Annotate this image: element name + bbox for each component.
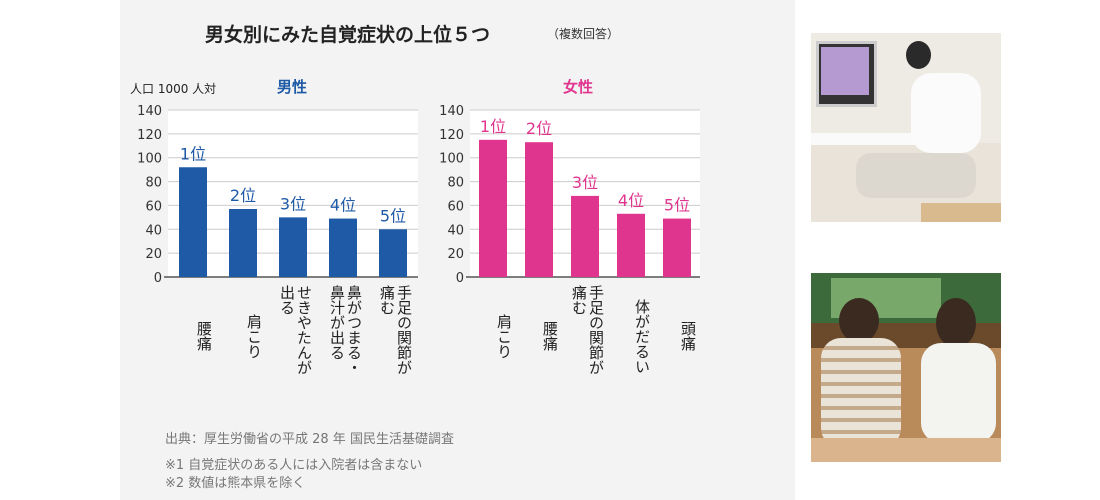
rank-label: 3位 xyxy=(572,173,598,192)
y-tick-label: 120 xyxy=(439,128,464,143)
bar xyxy=(379,229,407,277)
x-tick-label: 手足の関節が痛む xyxy=(378,285,413,375)
y-tick-label: 140 xyxy=(439,104,464,119)
x-tick-label: 腰痛 xyxy=(195,321,213,351)
rank-label: 2位 xyxy=(230,186,256,205)
y-tick-label: 80 xyxy=(447,176,464,191)
y-tick-label: 20 xyxy=(145,247,162,262)
x-tick-label: 手足の関節が痛む xyxy=(570,285,605,375)
x-tick-label: 肩こり xyxy=(495,313,513,359)
rank-label: 1位 xyxy=(180,144,206,163)
x-tick-label: 頭痛 xyxy=(679,321,697,351)
y-tick-label: 60 xyxy=(145,199,162,214)
rank-label: 4位 xyxy=(330,196,356,215)
y-tick-label: 0 xyxy=(456,271,464,286)
note: ※2 数値は熊本県を除く xyxy=(165,476,306,491)
bar xyxy=(179,167,207,277)
rank-label: 4位 xyxy=(618,191,644,210)
rank-label: 1位 xyxy=(480,117,506,136)
x-tick-label: 鼻がつまる・鼻汁が出る xyxy=(328,285,363,375)
y-tick-label: 100 xyxy=(439,152,464,167)
x-tick-label: 腰痛 xyxy=(541,321,559,351)
rank-label: 2位 xyxy=(526,119,552,138)
y-tick-label: 120 xyxy=(137,128,162,143)
source: 出典：厚生労働省の平成 28 年 国民生活基礎調査 xyxy=(165,432,454,447)
x-tick-label: 体がだるい xyxy=(633,298,651,374)
y-tick-label: 40 xyxy=(447,223,464,238)
x-tick-label: 肩こり xyxy=(245,313,263,359)
x-tick-label: せきやたんが出る xyxy=(278,285,313,375)
note: ※1 自覚症状のある人には入院者は含まない xyxy=(165,458,423,473)
y-axis-label: 人口 1000 人対 xyxy=(130,82,217,96)
photo xyxy=(811,273,1001,462)
rank-label: 3位 xyxy=(280,194,306,213)
bar xyxy=(479,139,507,277)
bar xyxy=(571,195,599,277)
subtitle: （複数回答） xyxy=(547,27,620,41)
bar xyxy=(525,142,553,277)
y-tick-label: 40 xyxy=(145,223,162,238)
photo xyxy=(811,33,1001,222)
chart-title: 女性 xyxy=(563,78,593,96)
rank-label: 5位 xyxy=(380,206,406,225)
y-tick-label: 100 xyxy=(137,152,162,167)
bar xyxy=(229,209,257,277)
y-tick-label: 80 xyxy=(145,176,162,191)
bar xyxy=(329,218,357,277)
chart-title: 男性 xyxy=(277,78,307,96)
title: 男女別にみた自覚症状の上位５つ xyxy=(205,24,491,46)
bar xyxy=(663,218,691,277)
bar xyxy=(617,213,645,277)
y-tick-label: 20 xyxy=(447,247,464,262)
y-tick-label: 140 xyxy=(137,104,162,119)
y-tick-label: 60 xyxy=(447,199,464,214)
rank-label: 5位 xyxy=(664,196,690,215)
bar xyxy=(279,217,307,277)
y-tick-label: 0 xyxy=(154,271,162,286)
